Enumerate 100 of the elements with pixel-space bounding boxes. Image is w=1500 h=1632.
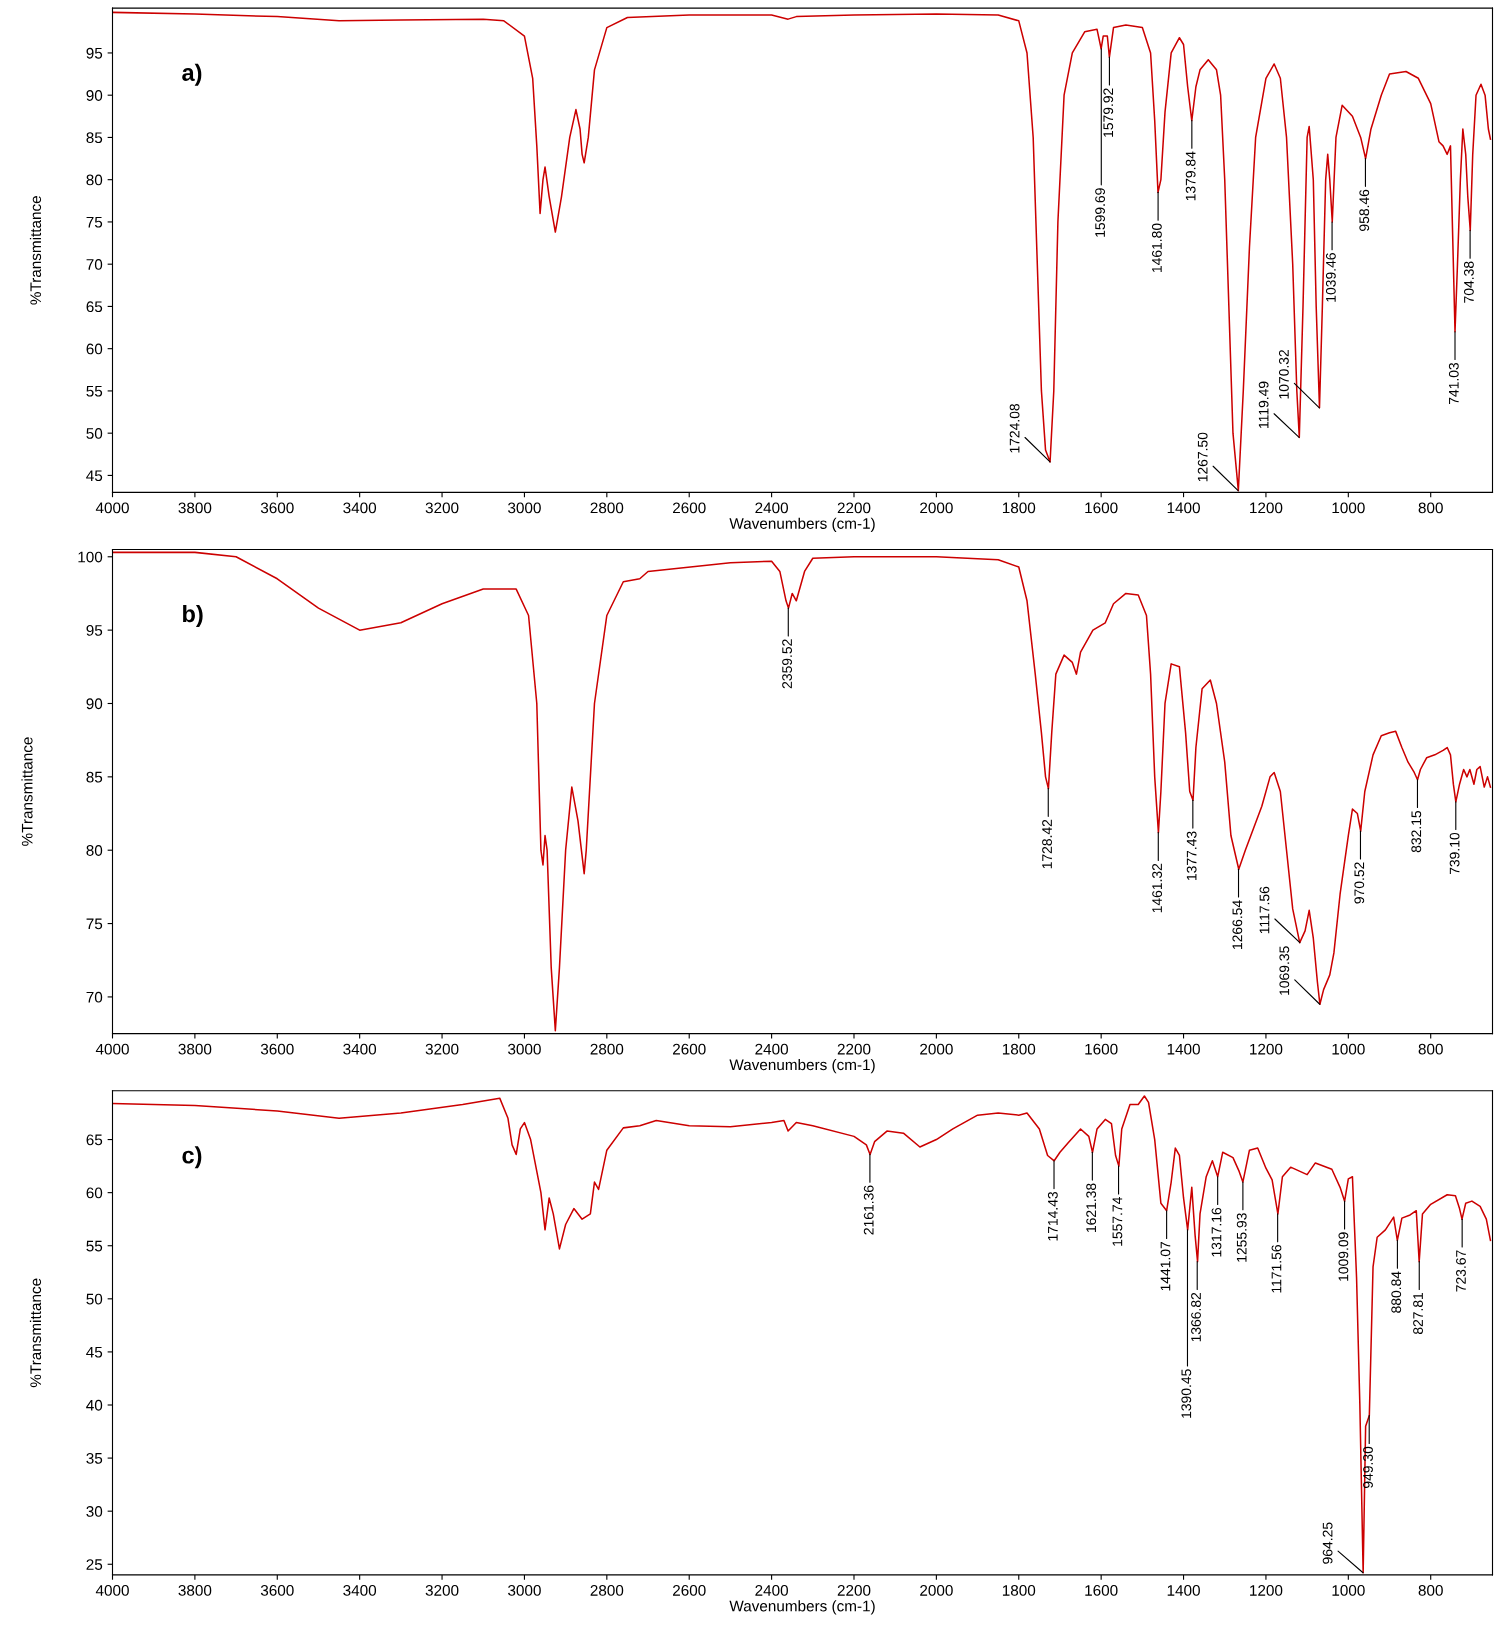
- x-tick-label: 3000: [508, 1585, 541, 1596]
- annotation: 1379.84: [1185, 151, 1196, 201]
- x-tick-label: 1400: [1167, 1585, 1200, 1596]
- annotation: 1009.09: [1338, 1232, 1349, 1281]
- x-tick-label: 3400: [343, 1043, 377, 1055]
- y-tick-label: 45: [86, 1346, 103, 1358]
- x-tick-label: 2800: [590, 1585, 624, 1596]
- y-tick-label: 80: [86, 845, 103, 856]
- x-tick-label: 3600: [260, 1585, 294, 1596]
- x-tick-label: 1200: [1250, 502, 1283, 514]
- x-tick-label: 3200: [425, 1585, 459, 1596]
- x-tick-label: 800: [1418, 502, 1443, 514]
- x-tick-label: 1800: [1002, 1585, 1036, 1596]
- y-axis-title: %Transmittance: [29, 196, 42, 305]
- annotation: 1070.32: [1279, 349, 1289, 399]
- x-tick-label: 3800: [178, 502, 212, 514]
- x-tick-label: 2800: [590, 502, 624, 514]
- y-tick-label: 50: [86, 428, 103, 439]
- y-tick-label: 70: [86, 259, 103, 270]
- annotation: 832.15: [1411, 810, 1422, 853]
- y-tick-label: 70: [86, 991, 103, 1003]
- y-tick-label: 75: [86, 216, 103, 228]
- y-tick-label: 40: [86, 1399, 103, 1411]
- x-tick-label: 2000: [920, 502, 953, 514]
- x-tick-label: 3800: [178, 1585, 212, 1596]
- x-tick-label: 2800: [590, 1043, 624, 1055]
- x-tick-label: 2400: [755, 1585, 788, 1596]
- y-tick-label: 95: [86, 625, 103, 636]
- annotation: 2359.52: [782, 639, 793, 689]
- annotation: 1579.92: [1103, 88, 1114, 137]
- x-tick-label: 3400: [343, 1585, 377, 1596]
- x-tick-label: 1400: [1167, 1043, 1200, 1055]
- y-axis-title: %Transmittance: [21, 737, 33, 846]
- x-tick-label: 1600: [1085, 1043, 1118, 1055]
- annotation: 1171.56: [1271, 1245, 1282, 1293]
- x-axis-title: Wavenumbers (cm-1): [729, 1058, 875, 1074]
- x-tick-label: 3200: [425, 1043, 459, 1055]
- annotation: a): [182, 63, 202, 86]
- annotation: 1557.74: [1112, 1197, 1123, 1246]
- y-tick-label: 25: [86, 1559, 103, 1570]
- x-tick-label: 3200: [425, 502, 459, 514]
- y-tick-label: 30: [86, 1506, 103, 1517]
- y-tick-label: 60: [86, 343, 103, 355]
- x-tick-label: 1600: [1085, 1585, 1118, 1596]
- annotation: 964.25: [1322, 1522, 1333, 1564]
- annotation: 880.84: [1391, 1271, 1402, 1313]
- annotation: 1441.07: [1160, 1241, 1171, 1291]
- y-tick-label: 45: [86, 470, 103, 482]
- x-tick-label: 3400: [343, 502, 377, 514]
- x-tick-label: 800: [1418, 1043, 1443, 1055]
- y-tick-label: 90: [86, 698, 103, 710]
- x-tick-label: 800: [1418, 1585, 1443, 1596]
- y-tick-label: 100: [78, 551, 103, 563]
- y-tick-label: 55: [86, 1240, 103, 1252]
- y-tick-label: 80: [86, 174, 103, 186]
- x-tick-label: 3000: [508, 502, 541, 514]
- y-axis-title: %Transmittance: [29, 1278, 42, 1388]
- annotation: 1714.43: [1047, 1191, 1058, 1241]
- annotation: 1390.45: [1181, 1369, 1192, 1418]
- x-tick-label: 1200: [1250, 1585, 1283, 1596]
- x-tick-label: 1800: [1002, 502, 1036, 514]
- y-tick-label: 35: [86, 1452, 103, 1464]
- annotation: 827.81: [1413, 1292, 1423, 1335]
- x-tick-label: 3600: [260, 502, 294, 514]
- annotation: 1119.49: [1258, 381, 1269, 429]
- x-tick-label: 4000: [95, 502, 129, 514]
- x-tick-label: 1000: [1332, 1585, 1365, 1596]
- x-tick-label: 2400: [755, 502, 788, 514]
- annotation: 1317.16: [1211, 1207, 1222, 1257]
- annotation: 958.46: [1359, 189, 1370, 231]
- annotation: 2161.36: [863, 1185, 874, 1235]
- x-tick-label: 2000: [920, 1043, 953, 1055]
- annotation: 1267.50: [1197, 432, 1208, 482]
- x-tick-label: 3000: [508, 1043, 541, 1055]
- annotation: 1599.69: [1095, 188, 1106, 237]
- annotation: 1069.35: [1279, 946, 1290, 995]
- y-tick-label: 65: [86, 1134, 103, 1146]
- x-tick-label: 1800: [1002, 1043, 1036, 1055]
- x-tick-label: 4000: [95, 1585, 129, 1596]
- x-tick-label: 2200: [837, 502, 871, 514]
- x-tick-label: 1600: [1085, 502, 1118, 514]
- y-tick-label: 65: [86, 301, 103, 313]
- x-tick-label: 1400: [1167, 502, 1200, 514]
- y-tick-label: 55: [86, 385, 103, 397]
- x-tick-label: 2600: [672, 1585, 706, 1596]
- annotation: 1461.32: [1152, 863, 1163, 913]
- annotation: 723.67: [1456, 1250, 1466, 1292]
- y-tick-label: 90: [86, 90, 103, 101]
- annotation: 704.38: [1463, 261, 1474, 303]
- annotation: 1255.93: [1236, 1213, 1247, 1262]
- x-tick-label: 3600: [260, 1043, 294, 1055]
- annotation: 1724.08: [1009, 403, 1020, 453]
- y-tick-label: 60: [86, 1187, 103, 1199]
- y-tick-label: 95: [86, 47, 103, 59]
- annotation: 949.30: [1363, 1446, 1373, 1488]
- x-tick-label: 2200: [837, 1585, 871, 1596]
- x-tick-label: 1000: [1332, 1043, 1365, 1055]
- x-tick-label: 1200: [1250, 1043, 1283, 1055]
- x-axis-title: Wavenumbers (cm-1): [729, 1600, 875, 1615]
- x-tick-label: 2400: [755, 1043, 788, 1055]
